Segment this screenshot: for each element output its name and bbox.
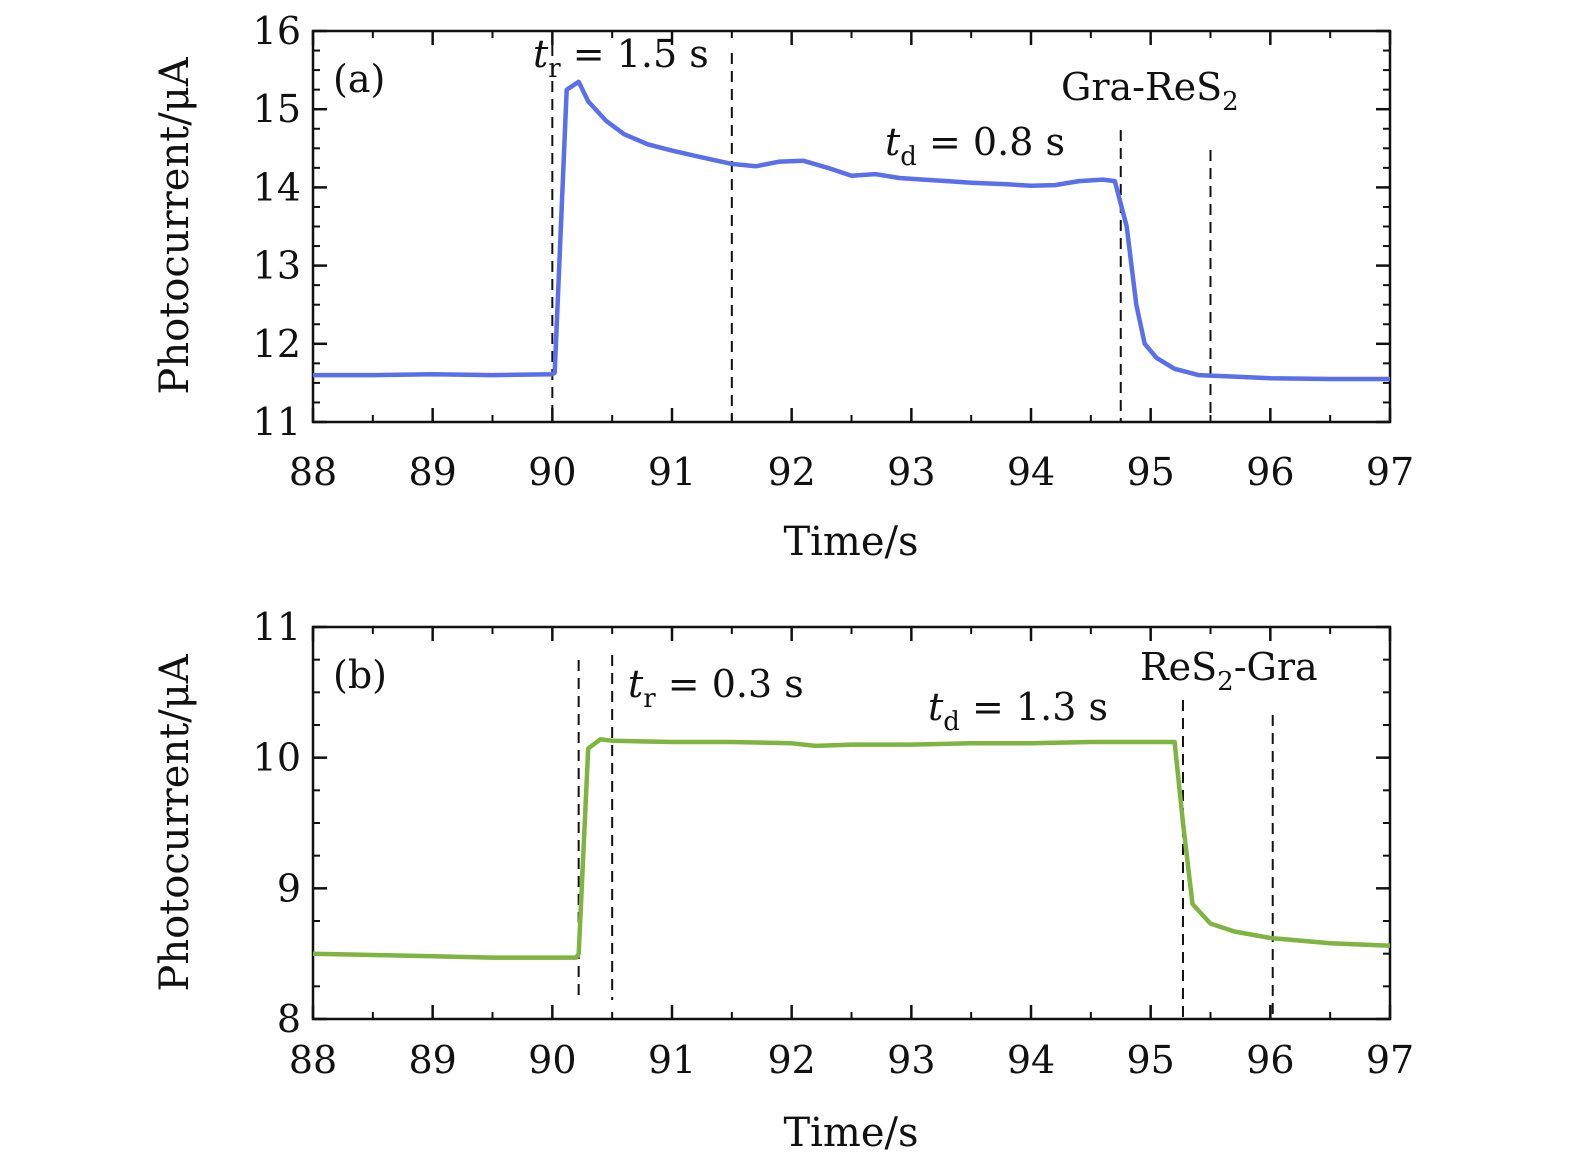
y-tick-label: 11: [253, 605, 301, 649]
x-tick-label: 90: [528, 450, 576, 494]
series-label-res2-gra: ReS2-Gra: [1140, 645, 1318, 697]
x-tick-label: 93: [887, 1038, 935, 1082]
panel-label: (b): [333, 653, 387, 697]
rise-time-annotation: tr = 1.5 s: [533, 32, 709, 84]
x-tick-label: 95: [1126, 1038, 1174, 1082]
x-tick-label: 91: [648, 1038, 696, 1082]
x-tick-label: 89: [408, 1038, 456, 1082]
y-tick-label: 15: [253, 87, 301, 131]
series-line-res2-gra: [312, 737, 1391, 960]
y-tick-label: 14: [253, 165, 301, 209]
x-tick-label: 97: [1366, 1038, 1414, 1082]
series-line-gra-res2: [313, 79, 1390, 382]
x-tick-label: 88: [289, 450, 337, 494]
y-axis-title: Photocurrent/μA: [152, 653, 198, 991]
y-tick-label: 8: [277, 997, 301, 1041]
y-tick-label: 13: [253, 244, 301, 288]
panel-a: 88 89 90 91 92 93 94 95 96 97 11 12 13 14 15 16 (a) tr…: [152, 9, 1414, 565]
x-tick-labels: 88 89 90 91 92 93 94 95 96 97: [289, 1038, 1414, 1082]
x-axis-title: Time/s: [783, 519, 918, 565]
major-ticks: [311, 625, 1392, 1021]
x-tick-label: 89: [408, 450, 456, 494]
decay-time-annotation: td = 0.8 s: [885, 120, 1065, 172]
x-tick-label: 96: [1246, 450, 1294, 494]
y-tick-label: 16: [253, 9, 301, 53]
x-tick-label: 95: [1126, 450, 1174, 494]
y-axis-title: Photocurrent/μA: [152, 56, 198, 394]
x-tick-label: 90: [528, 1038, 576, 1082]
panel-label: (a): [333, 57, 385, 101]
dashed-markers: [577, 655, 1274, 1019]
y-tick-labels: 11 12 13 14 15 16: [253, 9, 301, 444]
x-tick-label: 92: [767, 450, 815, 494]
x-tick-label: 88: [289, 1038, 337, 1082]
x-tick-label: 94: [1007, 1038, 1055, 1082]
series-label-gra-res2: Gra-ReS2: [1061, 65, 1239, 117]
minor-ticks: [313, 31, 1390, 422]
x-tick-label: 91: [648, 450, 696, 494]
x-tick-label: 92: [767, 1038, 815, 1082]
y-tick-label: 9: [277, 866, 301, 910]
minor-ticks: [313, 627, 1390, 1019]
x-tick-label: 94: [1007, 450, 1055, 494]
y-tick-label: 10: [253, 736, 301, 780]
x-tick-label: 93: [887, 450, 935, 494]
x-tick-label: 97: [1366, 450, 1414, 494]
y-tick-label: 12: [253, 322, 301, 366]
decay-time-annotation: td = 1.3 s: [928, 685, 1108, 737]
y-tick-label: 11: [253, 400, 301, 444]
x-tick-label: 96: [1246, 1038, 1294, 1082]
x-tick-labels: 88 89 90 91 92 93 94 95 96 97: [289, 450, 1414, 494]
rise-time-annotation: tr = 0.3 s: [628, 662, 804, 714]
major-ticks: [311, 29, 1392, 424]
x-axis-title: Time/s: [783, 1110, 918, 1156]
y-tick-labels: 8 9 10 11: [253, 605, 301, 1041]
